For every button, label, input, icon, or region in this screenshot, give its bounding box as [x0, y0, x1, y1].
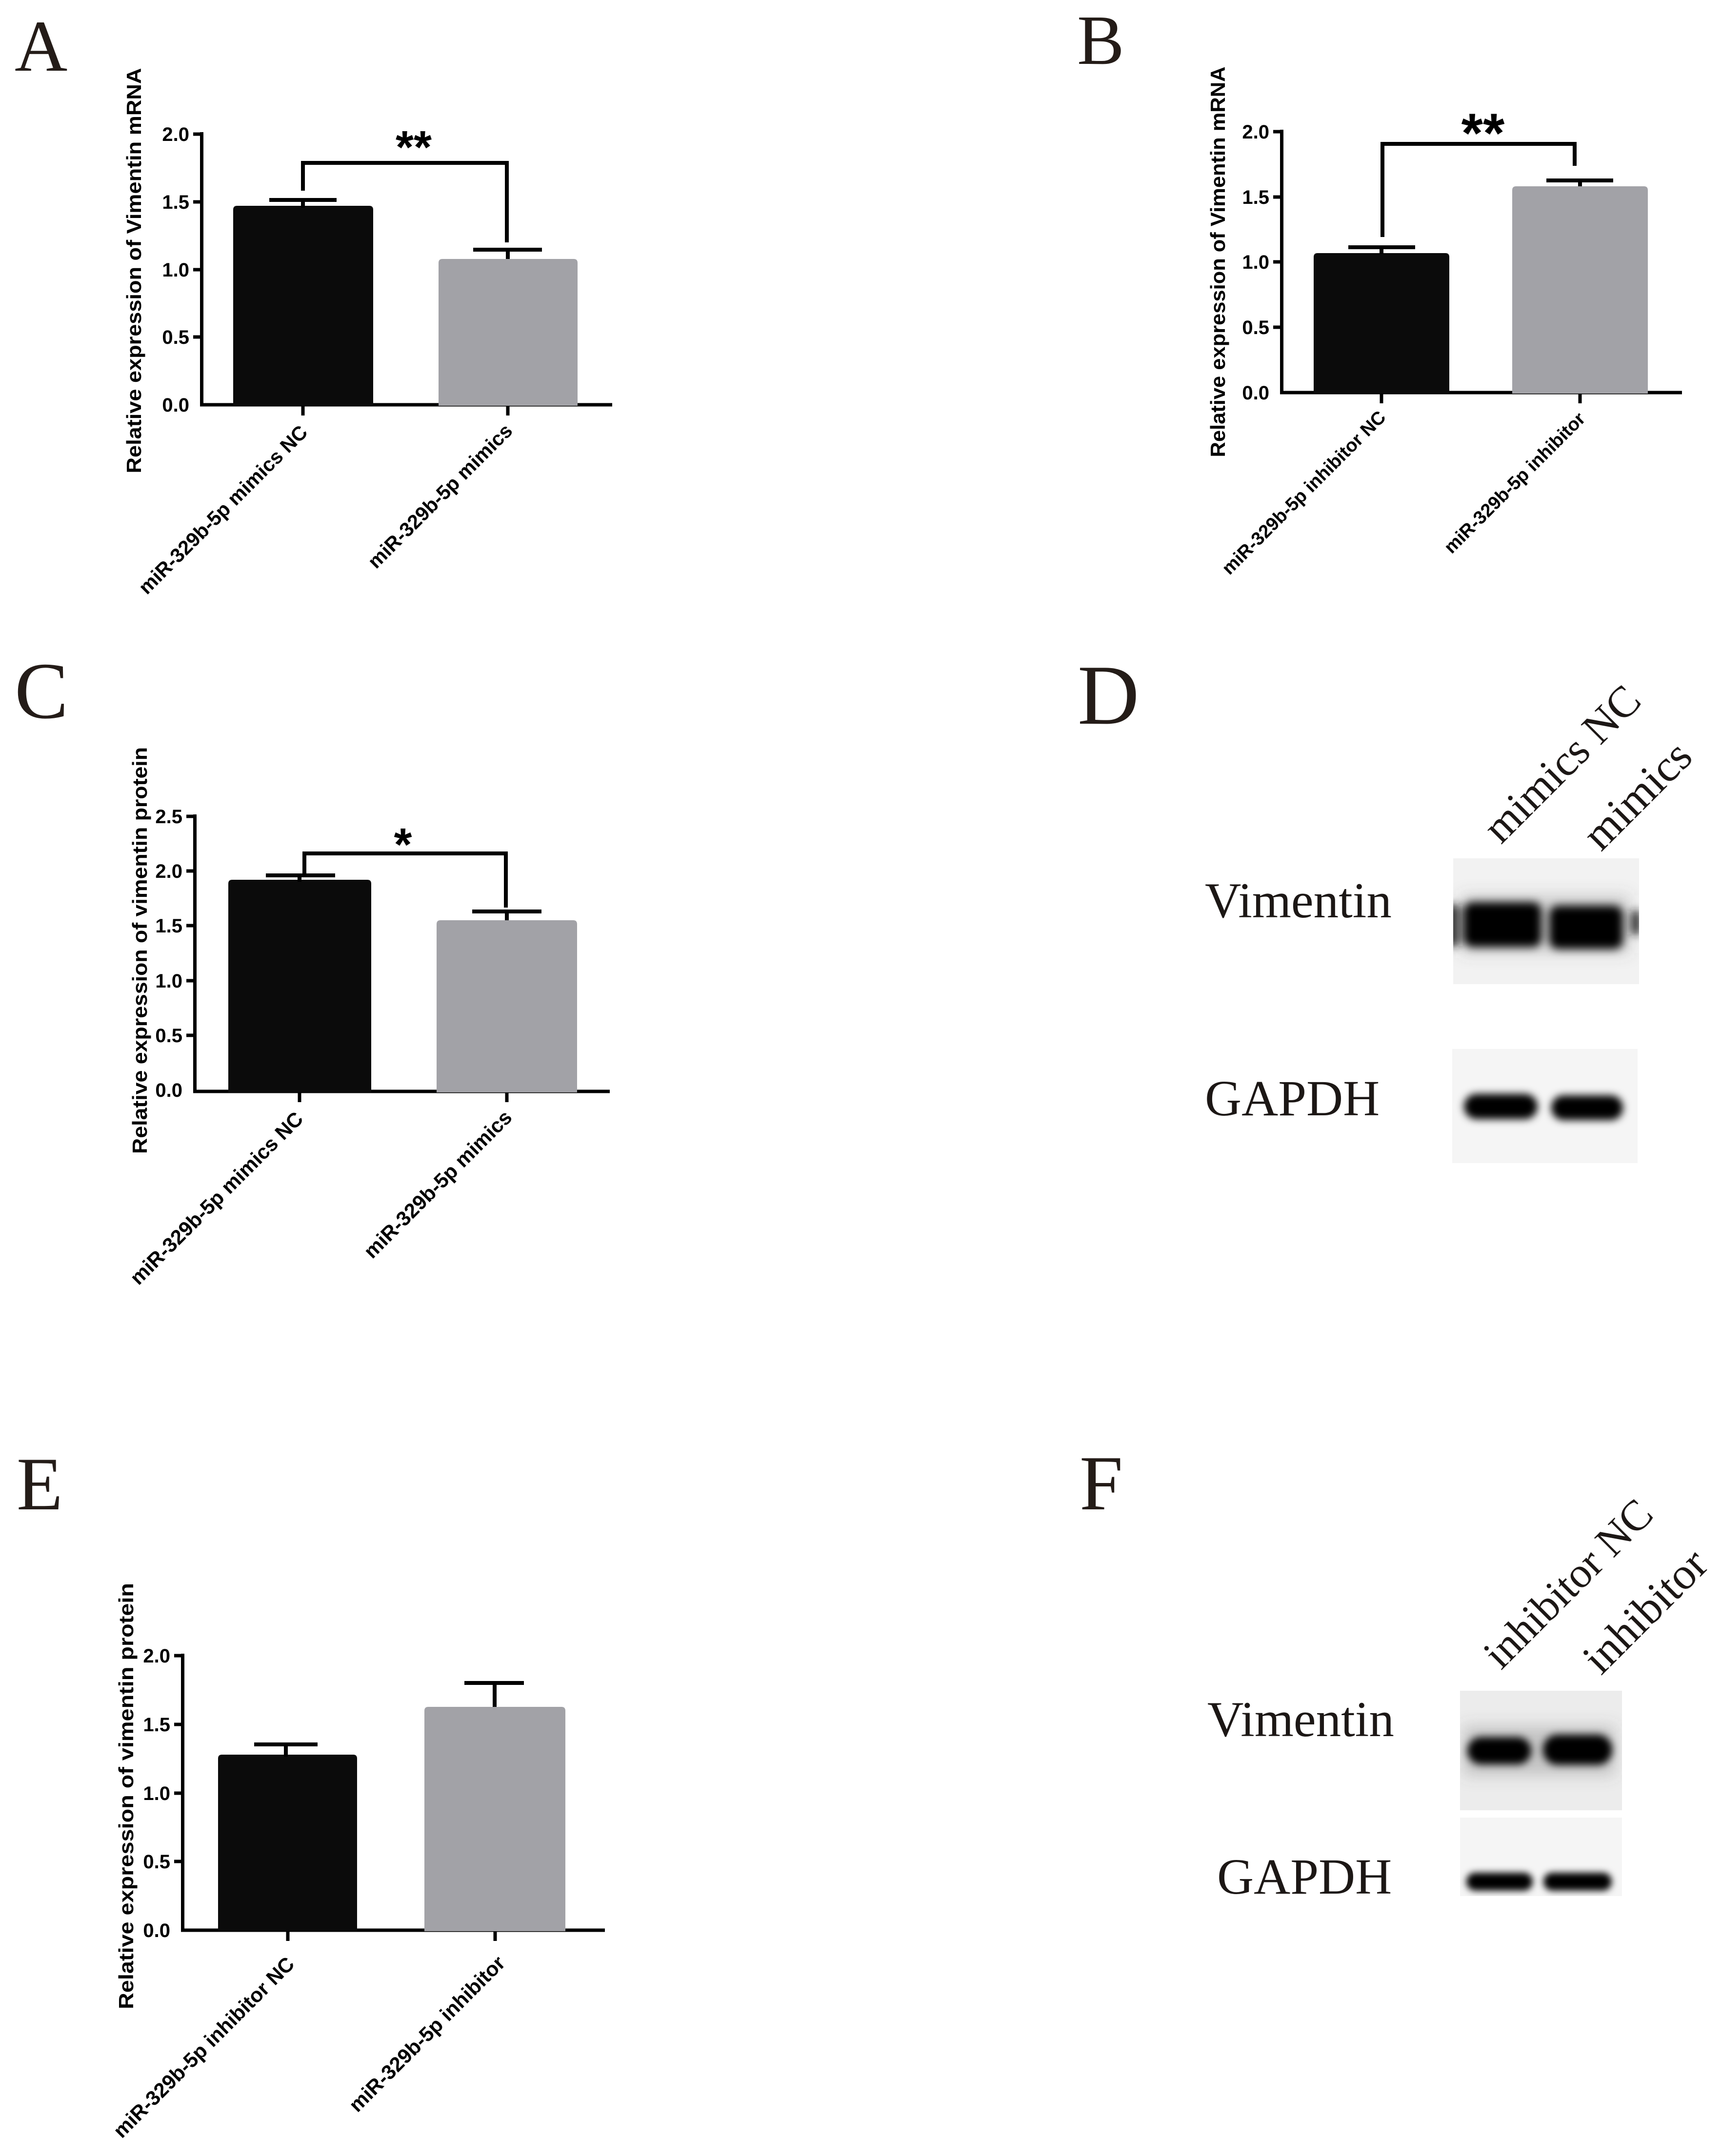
- svg-text:Vimentin: Vimentin: [1205, 873, 1392, 929]
- svg-text:1.0: 1.0: [155, 970, 182, 992]
- svg-text:Relative expression of vimenti: Relative expression of vimentin protein: [128, 747, 151, 1154]
- svg-text:**: **: [396, 121, 432, 173]
- svg-text:Relative expression of vimenti: Relative expression of vimentin protein: [115, 1583, 138, 2009]
- svg-text:1.5: 1.5: [1242, 187, 1269, 208]
- svg-text:miR-329b-5p inhibitor: miR-329b-5p inhibitor: [344, 1951, 509, 2116]
- svg-text:E: E: [17, 1442, 63, 1526]
- svg-text:1.5: 1.5: [155, 915, 182, 937]
- svg-text:miR-329b-5p inhibitor NC: miR-329b-5p inhibitor NC: [1218, 407, 1390, 579]
- svg-text:2.0: 2.0: [1242, 121, 1269, 143]
- svg-text:*: *: [394, 819, 412, 870]
- svg-text:GAPDH: GAPDH: [1205, 1070, 1380, 1127]
- svg-text:0.5: 0.5: [162, 327, 189, 348]
- svg-text:0.5: 0.5: [1242, 317, 1269, 338]
- svg-text:0.0: 0.0: [162, 395, 189, 416]
- svg-text:B: B: [1077, 1, 1124, 79]
- svg-text:GAPDH: GAPDH: [1217, 1849, 1392, 1905]
- svg-text:2.0: 2.0: [162, 124, 189, 145]
- svg-text:2.5: 2.5: [155, 806, 182, 828]
- svg-text:0.0: 0.0: [155, 1080, 182, 1101]
- svg-text:miR-329b-5p mimics: miR-329b-5p mimics: [363, 419, 517, 573]
- svg-text:A: A: [15, 6, 67, 87]
- svg-text:C: C: [15, 646, 68, 735]
- svg-text:**: **: [1461, 102, 1505, 164]
- svg-text:0.0: 0.0: [143, 1920, 170, 1941]
- svg-text:miR-329b-5p inhibitor: miR-329b-5p inhibitor: [1440, 409, 1589, 558]
- svg-text:0.5: 0.5: [143, 1851, 170, 1873]
- svg-text:0.5: 0.5: [155, 1025, 182, 1047]
- svg-text:Vimentin: Vimentin: [1207, 1692, 1394, 1747]
- svg-text:miR-329b-5p mimics NC: miR-329b-5p mimics NC: [134, 421, 312, 598]
- svg-text:Relative expression of Vimenti: Relative expression of Vimentin mRNA: [1206, 67, 1229, 457]
- svg-text:1.0: 1.0: [1242, 252, 1269, 273]
- svg-text:2.0: 2.0: [155, 861, 182, 882]
- svg-text:Relative expression of Vimenti: Relative expression of Vimentin mRNA: [122, 68, 145, 474]
- svg-text:1.0: 1.0: [143, 1783, 170, 1804]
- svg-text:miR-329b-5p mimics NC: miR-329b-5p mimics NC: [125, 1107, 307, 1289]
- svg-text:1.5: 1.5: [143, 1714, 170, 1736]
- svg-text:0.0: 0.0: [1242, 382, 1269, 404]
- svg-text:1.5: 1.5: [162, 192, 189, 213]
- svg-text:2.0: 2.0: [143, 1645, 170, 1667]
- svg-text:F: F: [1080, 1440, 1123, 1526]
- svg-text:miR-329b-5p mimics: miR-329b-5p mimics: [359, 1106, 516, 1263]
- svg-text:D: D: [1078, 648, 1139, 742]
- svg-text:1.0: 1.0: [162, 259, 189, 281]
